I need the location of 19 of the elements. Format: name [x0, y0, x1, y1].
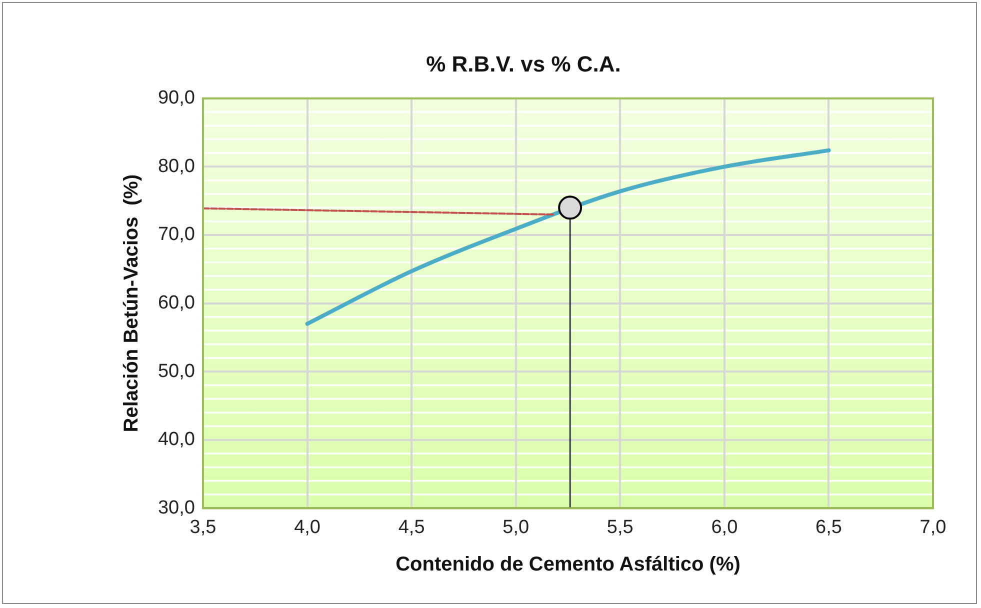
- x-tick-label: 7,0: [920, 516, 946, 538]
- y-tick-label: 40,0: [158, 429, 195, 450]
- y-tick-label: 60,0: [158, 292, 195, 314]
- y-tick-label: 70,0: [158, 224, 195, 246]
- y-tick-label: 30,0: [158, 497, 195, 518]
- x-tick-label: 5,5: [606, 516, 634, 538]
- line-series: [305, 148, 831, 326]
- x-tick-label: 3,5: [190, 516, 216, 538]
- x-axis-title: Contenido de Cemento Asfáltico (%): [396, 554, 740, 576]
- chart-title: % R.B.V. vs % C.A.: [426, 51, 621, 76]
- y-tick-label: 50,0: [158, 360, 195, 382]
- y-tick-label: 90,0: [158, 88, 195, 109]
- x-tick-label: 6,0: [711, 516, 738, 538]
- x-tick-label: 6,5: [816, 516, 842, 538]
- x-tick-label: 4,5: [398, 516, 425, 538]
- y-tick-label: 80,0: [158, 156, 195, 177]
- x-tick-label: 5,0: [502, 516, 530, 538]
- x-tick-label: 4,0: [294, 516, 320, 538]
- y-axis-title: Relación Betún-Vacios (%): [120, 174, 143, 432]
